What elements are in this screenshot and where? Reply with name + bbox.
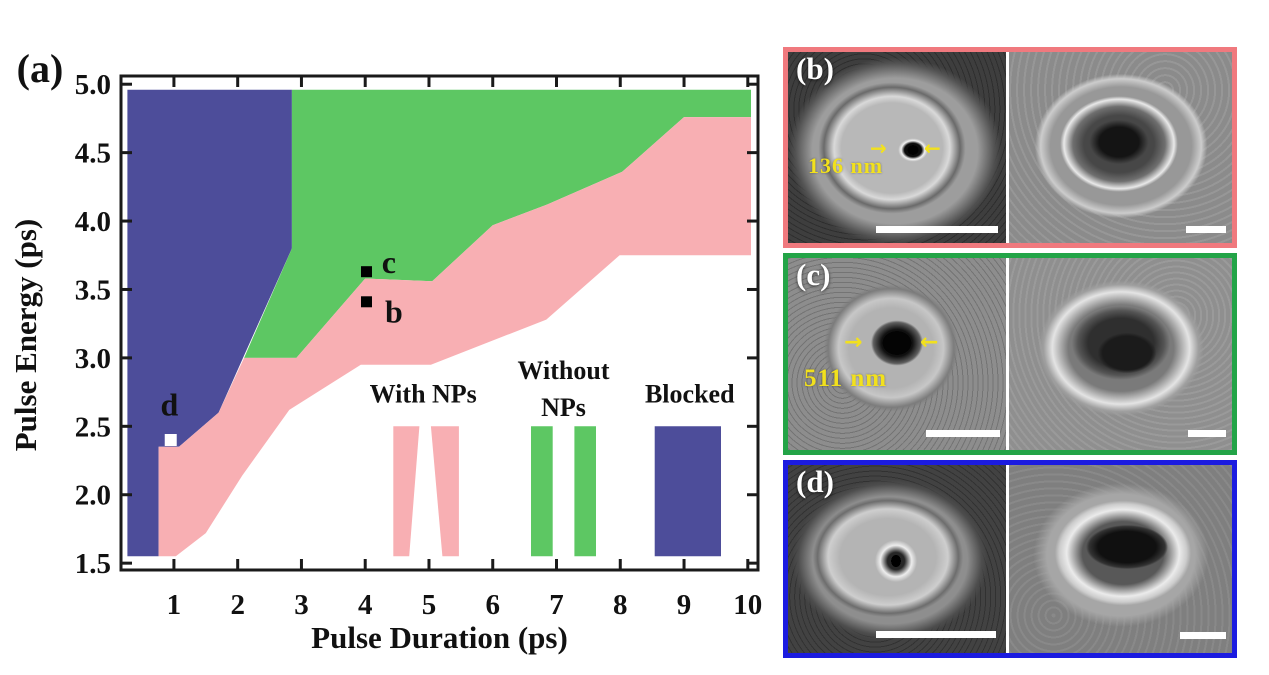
x-tick-label: 3 <box>294 589 309 621</box>
y-tick-label: 3.5 <box>75 274 111 306</box>
x-tick-label: 10 <box>733 589 762 621</box>
scale-bar <box>926 430 1000 437</box>
data-point-d <box>164 434 177 446</box>
y-axis-title: Pulse Energy (ps) <box>8 219 43 452</box>
x-tick-label: 7 <box>549 589 564 621</box>
diameter-annotation-b: 136 nm <box>808 153 884 178</box>
sem-panel-d: (d) <box>783 460 1237 658</box>
panel-label-c: (c) <box>796 257 831 292</box>
panel-label-d: (d) <box>796 464 834 499</box>
arrow-left-icon: ← <box>924 136 941 160</box>
legend-swatch-with-nps <box>430 426 459 557</box>
scale-bar <box>876 631 996 638</box>
phase-diagram-chart: With NPs Without NPs Blocked 1 2 3 4 5 6 7 8 9 10 1.5 2… <box>8 46 762 655</box>
x-tick-label: 9 <box>677 589 692 621</box>
y-tick-label: 4.5 <box>75 138 111 170</box>
x-tick-label: 4 <box>358 589 373 621</box>
y-tick-label: 3.0 <box>75 343 111 375</box>
axes-frame <box>119 74 760 572</box>
sem-image-c-right <box>1009 258 1232 450</box>
data-point-label-d: d <box>161 386 179 422</box>
arrow-left-icon: ← <box>920 330 939 355</box>
y-tick-label: 2.5 <box>75 411 111 443</box>
y-tick-label: 1.5 <box>75 548 111 580</box>
sem-image-d-right <box>1009 465 1232 653</box>
legend-swatch-with-nps <box>393 426 420 557</box>
legend-label: Blocked <box>645 379 735 408</box>
data-point-b <box>360 296 372 308</box>
legend-label: With NPs <box>370 379 477 408</box>
sem-panel-c: (c) → ← 511 nm <box>783 253 1237 455</box>
diameter-annotation-c: 511 nm <box>804 365 888 392</box>
scale-bar <box>1188 430 1226 437</box>
sem-image-d-left <box>788 465 1006 653</box>
x-tick-label: 6 <box>485 589 500 621</box>
sem-image-b-left: → ← 136 nm <box>788 52 1006 243</box>
legend-label: NPs <box>541 393 586 422</box>
y-tick-label: 2.0 <box>75 480 111 512</box>
x-axis-title: Pulse Duration (ps) <box>311 620 568 655</box>
scale-bar <box>1180 632 1226 639</box>
region-without-nps <box>244 89 751 358</box>
data-point-c <box>360 266 372 278</box>
data-point-label-c: c <box>382 244 396 280</box>
panel-label-a: (a) <box>17 46 64 91</box>
x-tick-label: 2 <box>230 589 245 621</box>
panel-label-b: (b) <box>796 51 834 86</box>
legend-swatch-without-nps <box>574 426 596 557</box>
data-point-label-b: b <box>385 293 403 329</box>
sem-panel-b: (b) → ← 136 nm <box>783 47 1237 248</box>
sem-image-b-right <box>1009 52 1232 243</box>
arrow-right-icon: → <box>870 136 887 160</box>
legend-swatch-without-nps <box>531 426 553 557</box>
y-tick-label: 5.0 <box>75 69 111 101</box>
scale-bar <box>876 226 998 233</box>
legend-label: Without <box>518 356 610 385</box>
y-tick-label: 4.0 <box>75 206 111 238</box>
region-with-nps <box>158 117 752 557</box>
sem-image-c-left: → ← 511 nm <box>788 258 1006 450</box>
x-tick-label: 1 <box>167 589 182 621</box>
x-tick-label: 8 <box>613 589 628 621</box>
scale-bar <box>1186 226 1226 233</box>
legend-swatch-blocked <box>654 426 721 557</box>
arrow-right-icon: → <box>844 330 863 355</box>
x-tick-label: 5 <box>422 589 437 621</box>
